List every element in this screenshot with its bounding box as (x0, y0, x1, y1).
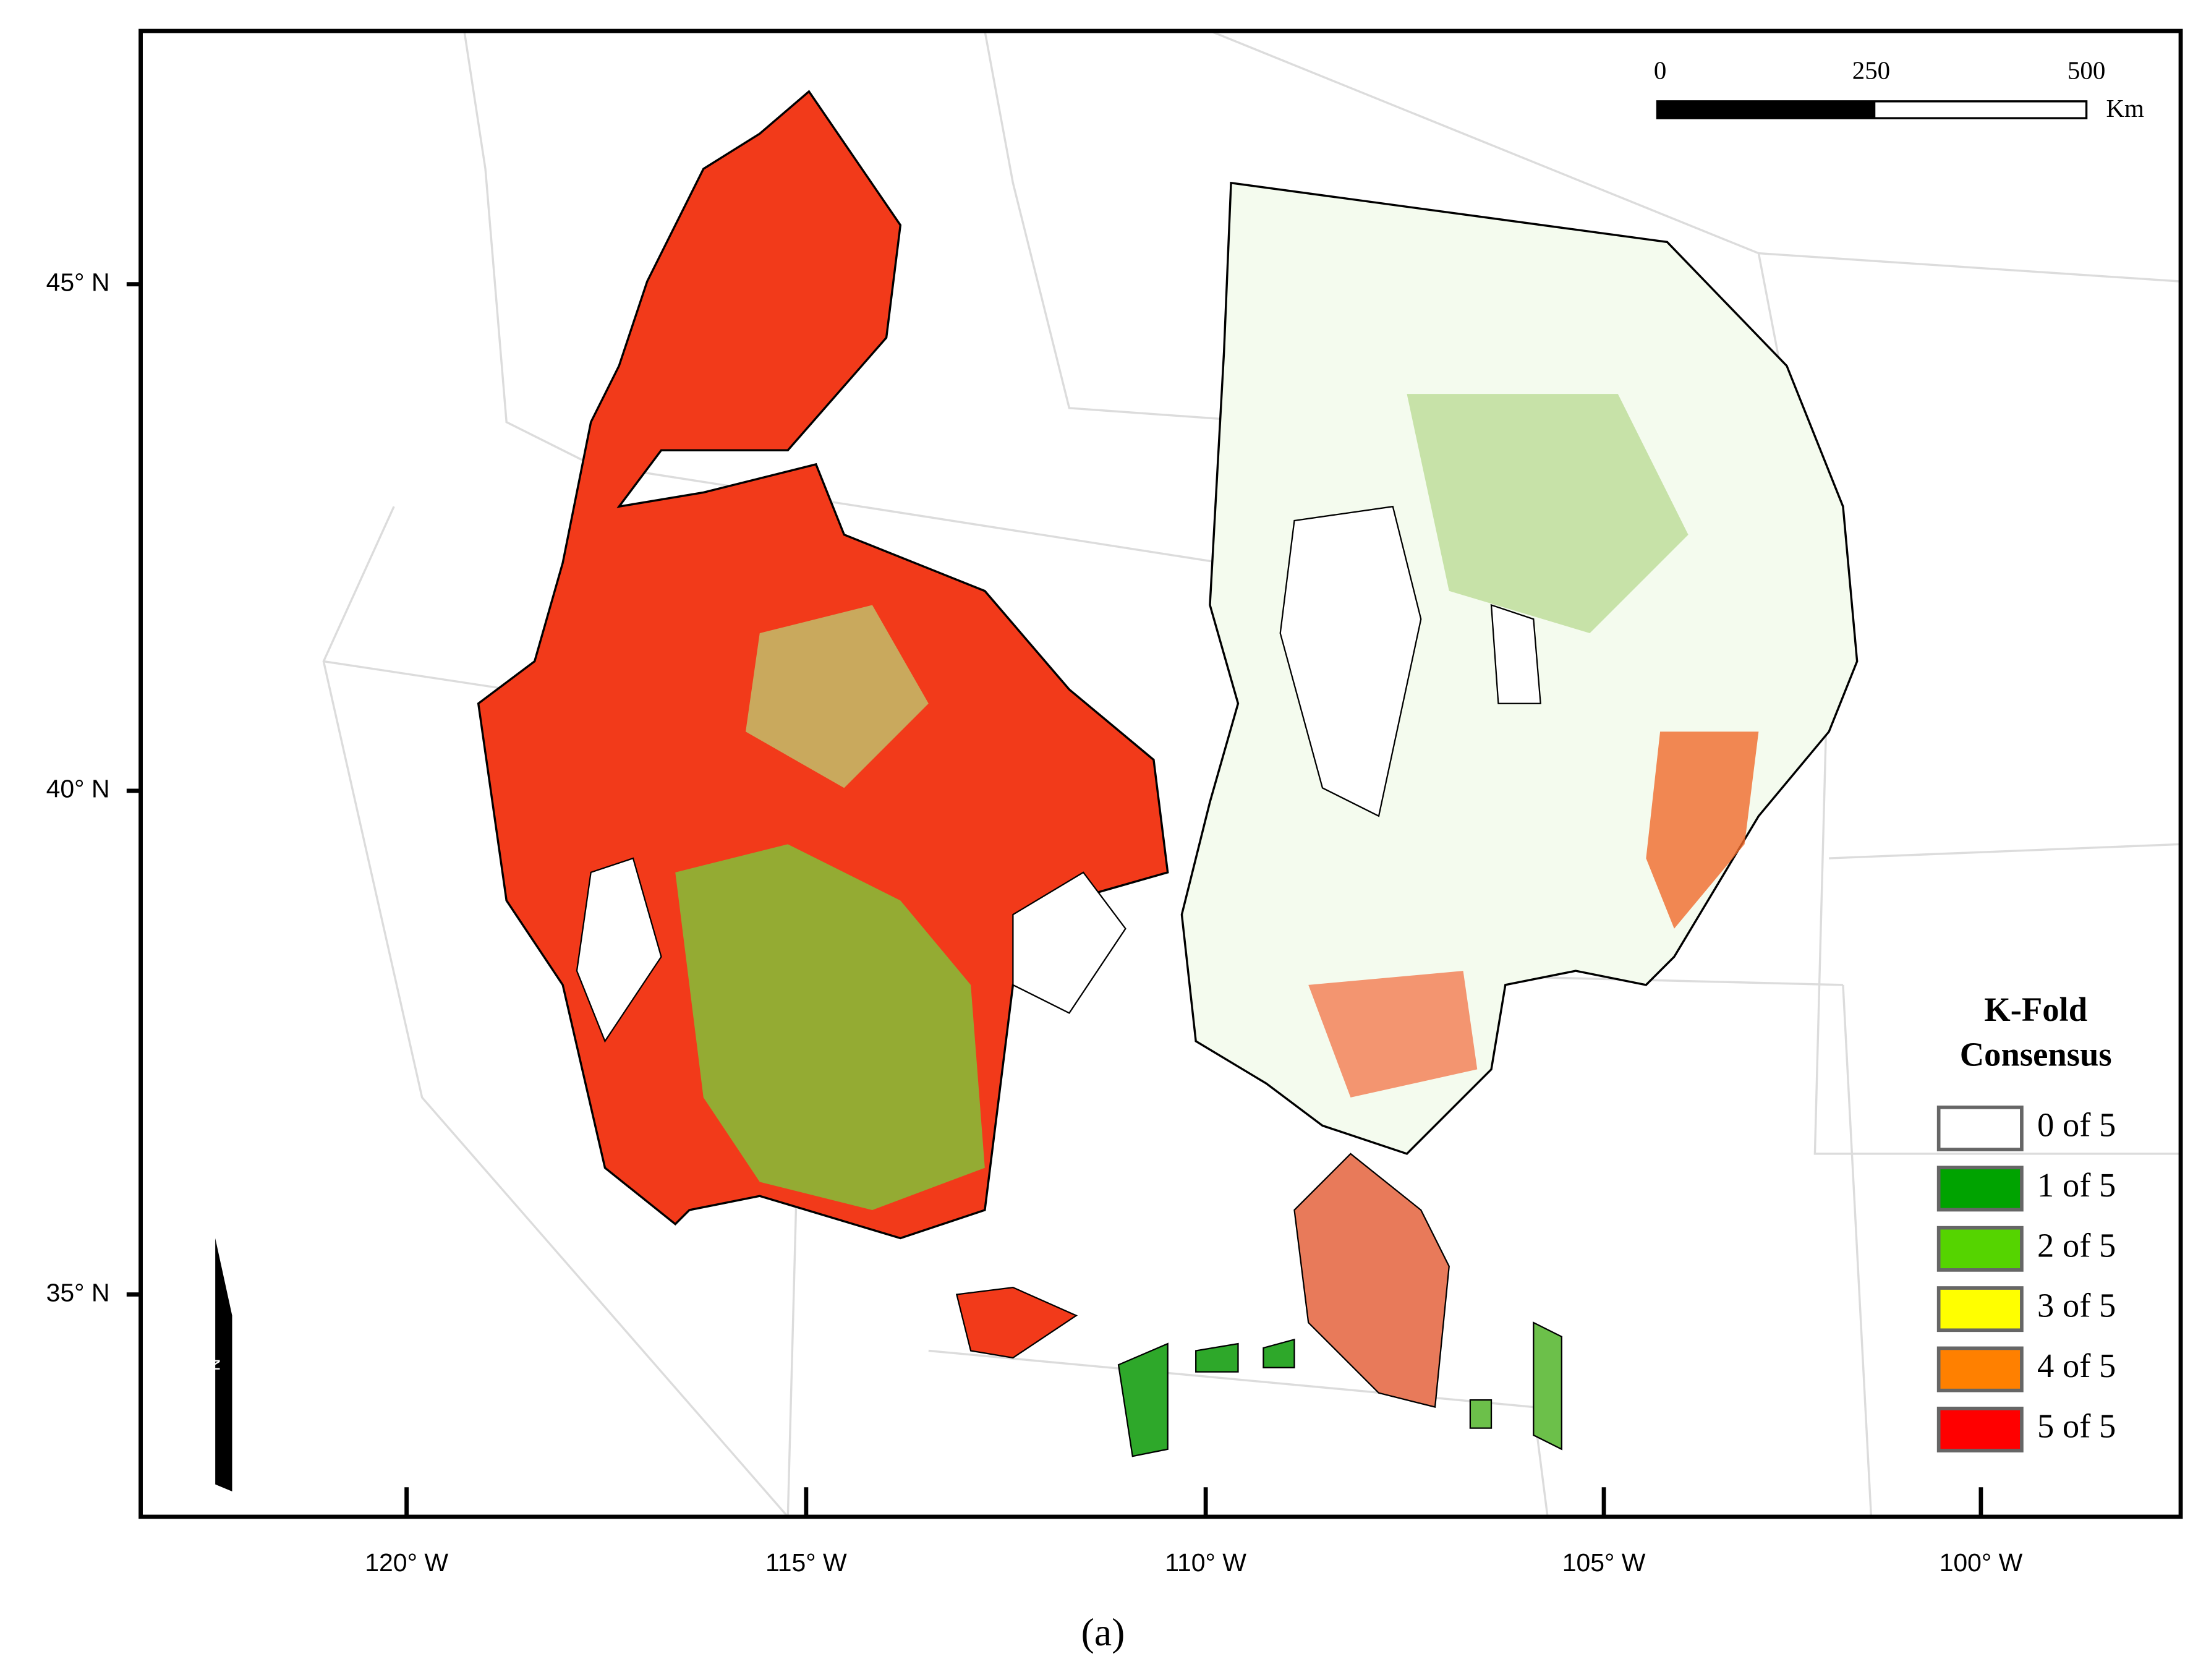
lon-label: 115° W (765, 1548, 847, 1577)
legend-title: K-Fold (1984, 991, 2087, 1028)
legend-swatch (1936, 1166, 2024, 1212)
legend-swatch (1936, 1346, 2024, 1392)
lon-label: 105° W (1562, 1548, 1646, 1577)
eastern-region (1180, 181, 1859, 1451)
scale-tick: 0 (1654, 57, 1666, 85)
north-label: N (204, 1358, 223, 1371)
scale-unit: Km (2106, 95, 2144, 122)
legend-label: 4 of 5 (2037, 1347, 2116, 1384)
legend-label: 3 of 5 (2037, 1287, 2116, 1324)
legend-swatch (1936, 1406, 2024, 1452)
map-frame (138, 28, 2183, 1519)
legend-label: 5 of 5 (2037, 1407, 2116, 1444)
western-region (477, 90, 1295, 1457)
scale-bar-fill (1657, 101, 1876, 119)
north-arrow: N (204, 1238, 232, 1492)
caption: (a) (1081, 1610, 1125, 1654)
lat-label: 40° N (46, 775, 110, 803)
legend: K-Fold Consensus 0 of 5 1 of 5 2 of 5 3 of … (1936, 991, 2116, 1452)
lat-label: 35° N (46, 1278, 110, 1307)
lon-label: 120° W (365, 1548, 448, 1577)
scale-bar: 0 250 500 Km (1654, 57, 2144, 122)
lon-label: 100° W (1940, 1548, 2023, 1577)
lat-label: 45° N (46, 268, 110, 296)
legend-label: 0 of 5 (2037, 1106, 2116, 1144)
legend-label: 1 of 5 (2037, 1166, 2116, 1204)
legend-swatch (1936, 1106, 2024, 1151)
legend-title: Consensus (1960, 1036, 2112, 1073)
legend-swatch (1936, 1286, 2024, 1332)
legend-swatch (1936, 1226, 2024, 1272)
legend-label: 2 of 5 (2037, 1226, 2116, 1264)
scale-tick: 500 (2068, 57, 2105, 85)
scale-tick: 250 (1852, 57, 1890, 85)
lon-label: 110° W (1165, 1548, 1246, 1577)
